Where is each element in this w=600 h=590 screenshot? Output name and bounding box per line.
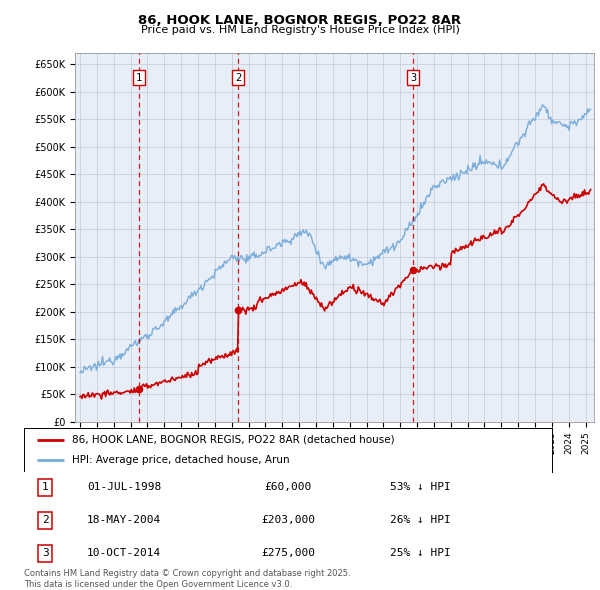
Text: 86, HOOK LANE, BOGNOR REGIS, PO22 8AR (detached house): 86, HOOK LANE, BOGNOR REGIS, PO22 8AR (d…: [71, 435, 394, 445]
Text: 2: 2: [42, 516, 49, 525]
Text: 18-MAY-2004: 18-MAY-2004: [87, 516, 161, 525]
Text: Price paid vs. HM Land Registry's House Price Index (HPI): Price paid vs. HM Land Registry's House …: [140, 25, 460, 35]
Text: 3: 3: [410, 73, 416, 83]
Text: 01-JUL-1998: 01-JUL-1998: [87, 483, 161, 492]
Text: 2: 2: [235, 73, 241, 83]
Text: 53% ↓ HPI: 53% ↓ HPI: [389, 483, 451, 492]
Text: £60,000: £60,000: [265, 483, 311, 492]
Text: 1: 1: [136, 73, 142, 83]
Text: £275,000: £275,000: [261, 549, 315, 558]
Text: HPI: Average price, detached house, Arun: HPI: Average price, detached house, Arun: [71, 455, 289, 465]
Text: Contains HM Land Registry data © Crown copyright and database right 2025.
This d: Contains HM Land Registry data © Crown c…: [24, 569, 350, 589]
Text: 25% ↓ HPI: 25% ↓ HPI: [389, 549, 451, 558]
Text: £203,000: £203,000: [261, 516, 315, 525]
Text: 10-OCT-2014: 10-OCT-2014: [87, 549, 161, 558]
Text: 3: 3: [42, 549, 49, 558]
Text: 86, HOOK LANE, BOGNOR REGIS, PO22 8AR: 86, HOOK LANE, BOGNOR REGIS, PO22 8AR: [139, 14, 461, 27]
Text: 26% ↓ HPI: 26% ↓ HPI: [389, 516, 451, 525]
Text: 1: 1: [42, 483, 49, 492]
